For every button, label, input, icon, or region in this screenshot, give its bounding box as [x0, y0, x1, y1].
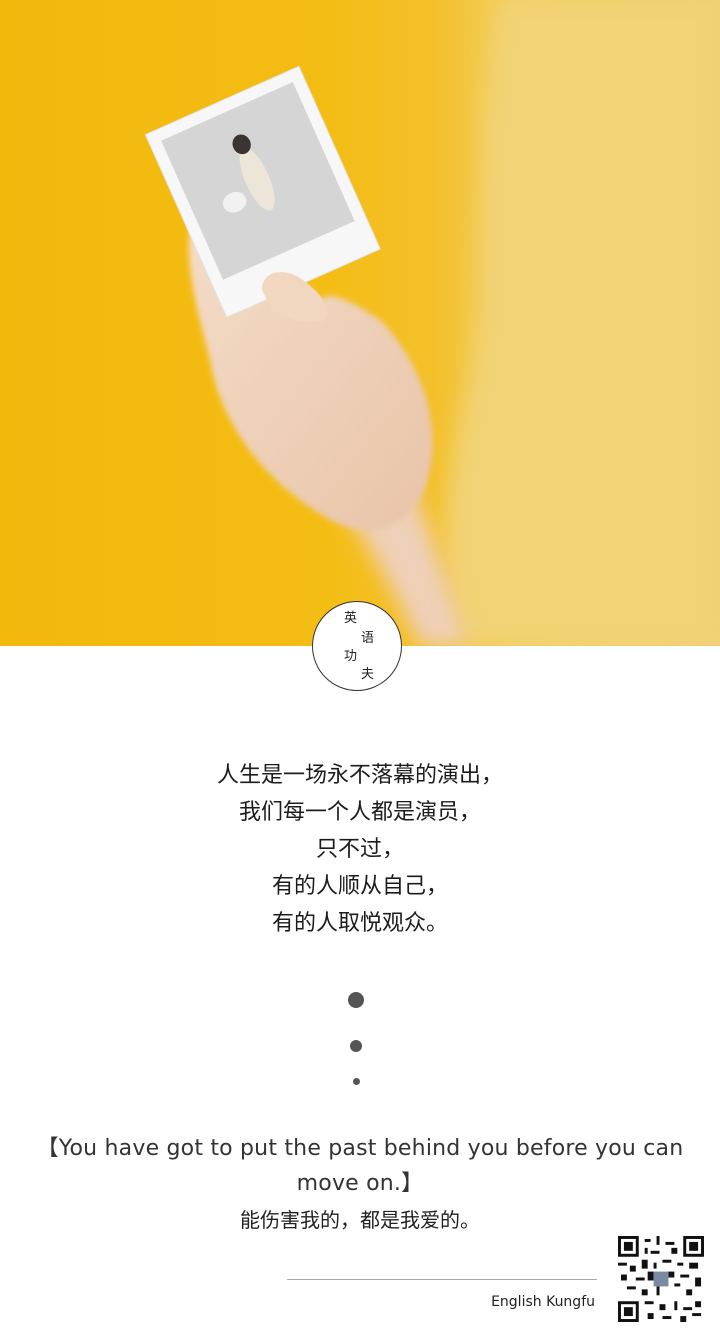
badge-char-3: 功: [344, 649, 358, 664]
divider-dot-large: [348, 992, 364, 1008]
brand-name: English Kungfu: [491, 1294, 595, 1310]
divider-dot-medium: [350, 1040, 362, 1052]
chinese-quote: 能伤害我的，都是我爱的。: [240, 1208, 480, 1232]
divider-dot-small: [353, 1078, 360, 1085]
english-quote-line-2: move on.】: [296, 1171, 424, 1196]
poem-line: 我们每一个人都是演员，: [238, 800, 481, 825]
badge-char-2: 语: [361, 631, 375, 646]
poem-text: 人生是一场永不落幕的演出， 我们每一个人都是演员， 只不过， 有的人顺从自己， …: [0, 757, 720, 942]
qr-code-icon: [618, 1236, 704, 1322]
hand-holding-photo-illustration: [144, 0, 720, 646]
footer-divider: [287, 1279, 597, 1280]
badge-char-4: 夫: [361, 667, 375, 682]
poem-line: 有的人顺从自己，: [271, 874, 448, 899]
hero-photo: [0, 0, 720, 646]
english-quote: 【You have got to put the past behind you…: [20, 1131, 700, 1201]
english-quote-line-1: 【You have got to put the past behind you…: [36, 1136, 684, 1161]
poem-line: 人生是一场永不落幕的演出，: [216, 763, 503, 788]
badge-char-1: 英: [344, 611, 358, 626]
poem-line: 只不过，: [315, 837, 404, 862]
brand-badge: 英 语 功 夫: [312, 601, 402, 691]
instant-photo: [144, 65, 381, 319]
poem-line: 有的人取悦观众。: [271, 911, 448, 936]
